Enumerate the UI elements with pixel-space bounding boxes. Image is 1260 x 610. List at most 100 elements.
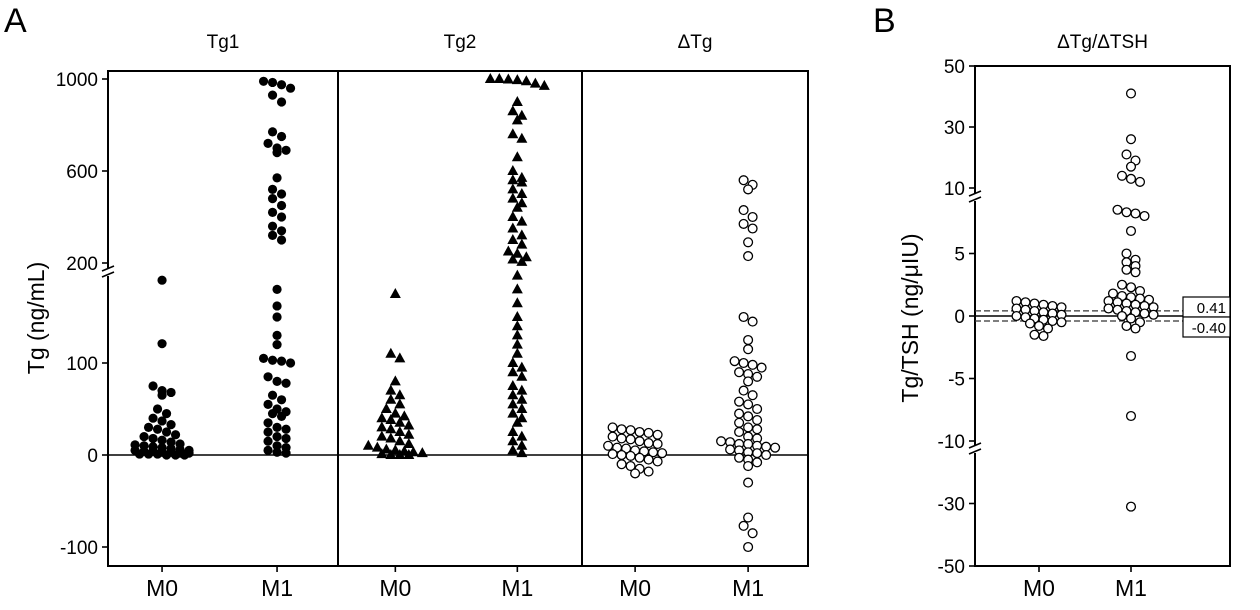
data-point <box>516 412 528 423</box>
data-point <box>652 438 663 450</box>
data-point <box>1125 173 1137 184</box>
data-point <box>1042 323 1054 334</box>
x-tick-label: M0 <box>1023 575 1055 601</box>
data-point <box>281 448 291 458</box>
data-point <box>743 460 754 472</box>
data-point <box>516 447 528 458</box>
data-point <box>263 399 273 409</box>
y-tick-label: -30 <box>938 495 965 516</box>
data-point <box>272 441 282 451</box>
data-point <box>148 413 158 423</box>
data-point <box>630 468 641 479</box>
data-point <box>1116 170 1128 181</box>
data-point <box>403 437 415 448</box>
data-point <box>511 151 523 162</box>
axis-break-gap <box>102 268 114 277</box>
data-point <box>272 312 282 322</box>
reference-label: -0.40 <box>1192 320 1226 337</box>
data-point <box>507 389 519 400</box>
data-point <box>734 367 745 378</box>
data-point <box>1125 282 1137 293</box>
data-point <box>267 355 278 365</box>
data-point <box>263 436 273 446</box>
data-point <box>394 352 406 363</box>
data-point <box>385 347 397 358</box>
data-point <box>385 414 397 425</box>
data-point <box>1112 204 1123 215</box>
data-point <box>516 430 528 441</box>
plot-frame <box>107 70 809 567</box>
data-point <box>643 454 654 465</box>
data-point <box>389 288 401 298</box>
data-point <box>747 223 758 234</box>
data-point <box>166 420 176 430</box>
data-point <box>267 90 278 100</box>
data-point <box>743 237 754 248</box>
data-point <box>507 407 519 418</box>
data-point <box>152 449 163 459</box>
data-point <box>616 459 627 470</box>
data-point <box>267 207 278 217</box>
data-point <box>170 450 181 460</box>
data-point <box>267 390 278 400</box>
data-point <box>752 448 763 459</box>
data-point <box>507 357 519 367</box>
data-point <box>520 251 532 262</box>
data-point <box>738 218 749 229</box>
data-point <box>394 389 406 400</box>
data-point <box>398 410 410 421</box>
data-point <box>752 403 763 415</box>
y-tick-label: -5 <box>948 370 965 391</box>
data-point <box>1125 313 1137 324</box>
data-point <box>281 424 291 434</box>
data-point <box>161 450 172 460</box>
data-point <box>511 114 523 125</box>
data-point <box>516 197 528 208</box>
x-tick-label: M0 <box>619 575 651 601</box>
data-point <box>1029 329 1040 340</box>
data-point <box>385 384 397 395</box>
data-point <box>511 297 523 308</box>
data-point <box>507 366 519 377</box>
data-point <box>1125 501 1137 512</box>
data-point <box>507 435 519 446</box>
data-point <box>1107 288 1119 299</box>
data-point <box>511 269 523 280</box>
data-point <box>362 439 374 450</box>
data-point <box>1038 330 1049 342</box>
y-tick-label: 50 <box>944 57 965 78</box>
subplot-title: Tg1 <box>207 32 240 53</box>
axis-break-mark <box>968 190 982 197</box>
data-point <box>389 407 401 418</box>
data-point <box>272 301 282 311</box>
data-point <box>148 381 158 391</box>
data-point <box>643 466 654 477</box>
data-point <box>716 436 727 447</box>
data-point <box>376 430 388 441</box>
data-point <box>394 449 406 459</box>
data-point <box>516 132 528 143</box>
panel-b-title: ΔTg/ΔTSH <box>1057 32 1148 53</box>
data-point <box>403 428 415 439</box>
data-point <box>743 251 754 262</box>
data-point <box>743 512 754 523</box>
data-point <box>394 426 406 436</box>
data-point <box>616 449 627 461</box>
data-point <box>743 184 754 195</box>
data-point <box>747 528 758 539</box>
data-point <box>511 320 523 331</box>
axis-break-mark <box>101 265 115 272</box>
data-point <box>385 393 397 404</box>
data-point <box>516 188 528 198</box>
data-point <box>1103 303 1114 314</box>
data-point <box>652 429 663 440</box>
data-point <box>1125 134 1137 145</box>
y-tick-label: 0 <box>87 446 98 467</box>
axis-break-mark <box>968 196 982 203</box>
data-point <box>1148 309 1159 320</box>
data-point <box>134 449 145 459</box>
data-point <box>743 399 754 410</box>
data-point <box>484 73 496 83</box>
data-point <box>148 433 158 444</box>
data-point <box>507 234 519 244</box>
